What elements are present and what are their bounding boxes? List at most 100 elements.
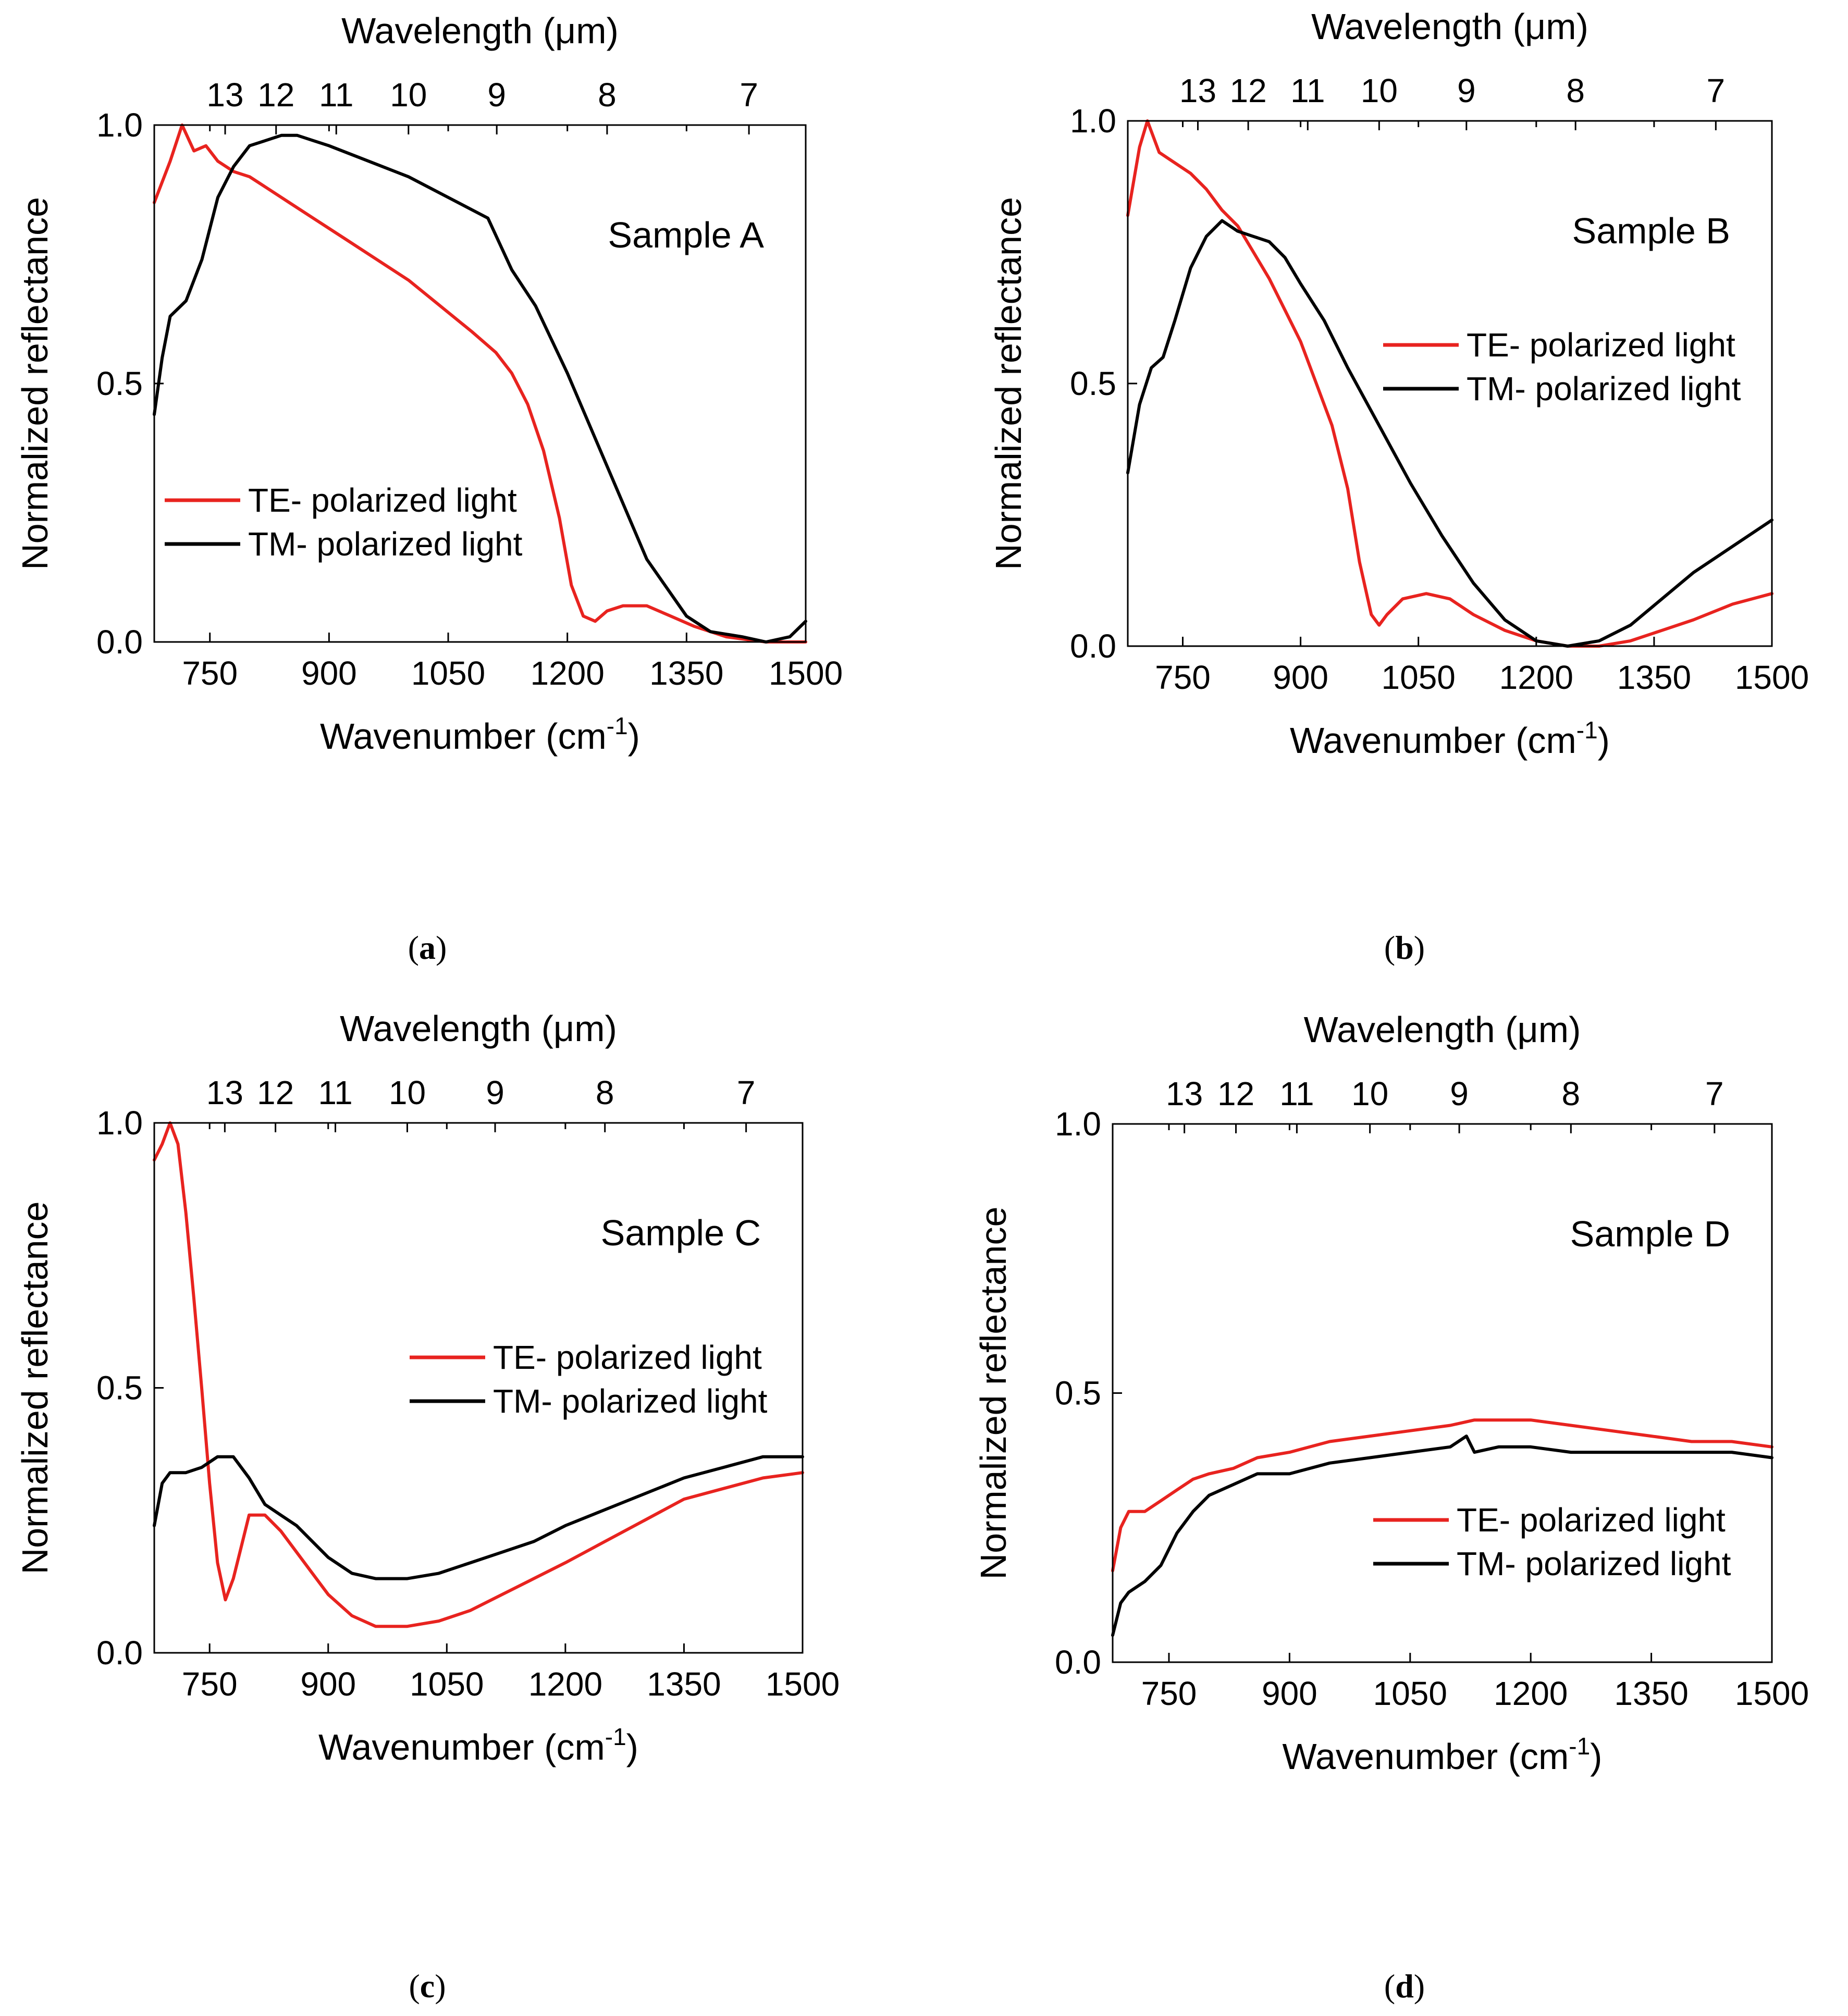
legend-label-te: TE- polarized light (1467, 326, 1735, 364)
top-tick-label: 7 (740, 76, 758, 114)
legend-label-tm: TM- polarized light (493, 1382, 768, 1420)
panel-d: 750 900 1050 1200 1350 1500 0.0 0.5 1.0 13 12 11 10 9… (973, 1009, 1809, 1777)
y-axis-title: Normalized reflectance (988, 197, 1029, 570)
top-tick-label: 8 (596, 1074, 614, 1111)
y-tick-label: 0.0 (96, 623, 143, 661)
top-tick-label: 8 (598, 76, 617, 114)
x-tick-label: 1050 (411, 654, 485, 692)
x-tick-label: 1200 (1494, 1675, 1568, 1712)
top-tick-label: 9 (1450, 1075, 1469, 1112)
x-tick-label: 1050 (410, 1665, 484, 1703)
x-axis-title: Wavenumber (cm-1) (1283, 1733, 1603, 1777)
caption-c: (c) (409, 1968, 446, 2005)
top-axis-title: Wavelength (μm) (1311, 6, 1588, 47)
legend-label-tm: TM- polarized light (1467, 370, 1741, 407)
x-tick-label: 1200 (1499, 659, 1573, 696)
x-axis-title: Wavenumber (cm-1) (318, 1723, 638, 1767)
top-tick-label: 11 (319, 76, 353, 114)
top-tick-label: 12 (257, 1074, 294, 1111)
top-tick-label: 13 (1166, 1075, 1203, 1112)
y-tick-label: 0.5 (1070, 365, 1116, 402)
top-tick-label: 13 (1179, 72, 1216, 109)
top-tick-label: 12 (1217, 1075, 1254, 1112)
panel-b: 750 900 1050 1200 1350 1500 0.0 0.5 1.0 13 12 11 10 9… (988, 6, 1809, 761)
top-tick-label: 12 (1230, 72, 1267, 109)
series-line-tm (1111, 1434, 1773, 1637)
series-line-te (153, 1121, 804, 1628)
y-tick-label: 0.5 (96, 365, 143, 402)
y-tick-label: 1.0 (1070, 102, 1116, 140)
legend-label-te: TE- polarized light (1457, 1501, 1726, 1539)
x-tick-label: 1350 (1617, 659, 1691, 696)
y-tick-label: 0.0 (1070, 627, 1116, 665)
series-line-tm (153, 133, 807, 644)
x-axis-title-main: Wavenumber (cm (1290, 720, 1576, 761)
top-tick-label: 7 (1707, 72, 1726, 109)
x-axis-title-main: Wavenumber (cm (1283, 1736, 1569, 1777)
x-axis-title-close: ) (628, 716, 640, 757)
top-tick-label: 9 (1457, 72, 1476, 109)
caption-a: (a) (408, 929, 447, 966)
top-tick-label: 7 (1705, 1075, 1724, 1112)
x-tick-label: 1350 (647, 1665, 721, 1703)
top-tick-label: 10 (390, 76, 427, 114)
top-tick-label: 13 (206, 76, 243, 114)
top-tick-label: 10 (389, 1074, 426, 1111)
sample-label: Sample D (1570, 1214, 1730, 1254)
x-axis-title-close: ) (1598, 720, 1610, 761)
x-tick-label: 750 (182, 654, 238, 692)
x-tick-label: 1050 (1373, 1675, 1447, 1712)
x-axis-title-sup: -1 (607, 712, 628, 739)
top-axis-title: Wavelength (μm) (341, 10, 619, 51)
y-tick-label: 1.0 (96, 106, 143, 144)
x-tick-label: 1500 (1735, 1675, 1809, 1712)
x-tick-label: 1050 (1382, 659, 1456, 696)
legend: TE- polarized light TM- polarized light (410, 1339, 768, 1420)
panel-a: 750 900 1050 1200 1350 1500 0.0 0.5 1.0 13 12 11 10 9… (15, 10, 843, 757)
x-axis-title-close: ) (626, 1727, 638, 1767)
top-tick-label: 9 (487, 76, 506, 114)
top-tick-label: 13 (206, 1074, 243, 1111)
caption-d: (d) (1384, 1968, 1425, 2005)
series-line-te (1111, 1418, 1773, 1573)
x-tick-label: 750 (1141, 1675, 1197, 1712)
x-tick-label: 900 (1273, 659, 1328, 696)
y-tick-label: 0.0 (96, 1634, 143, 1672)
series-line-te (153, 123, 807, 644)
panel-c: 750 900 1050 1200 1350 1500 0.0 0.5 1.0 13 12 11 10 9… (15, 1008, 840, 1767)
x-axis-title-sup: -1 (1569, 1733, 1590, 1760)
y-axis-title: Normalized reflectance (973, 1207, 1014, 1580)
x-tick-label: 750 (182, 1665, 238, 1703)
x-tick-label: 1500 (769, 654, 843, 692)
x-tick-label: 900 (1262, 1675, 1317, 1712)
x-tick-label: 1350 (649, 654, 723, 692)
top-tick-label: 9 (486, 1074, 504, 1111)
legend: TE- polarized light TM- polarized light (165, 481, 523, 563)
y-axis-title: Normalized reflectance (15, 1202, 55, 1575)
top-tick-label: 11 (1279, 1075, 1314, 1112)
x-axis-title-sup: -1 (1576, 716, 1598, 744)
x-tick-label: 1500 (1735, 659, 1809, 696)
sample-label: Sample C (601, 1213, 761, 1253)
caption-b: (b) (1384, 929, 1425, 966)
x-axis-title-close: ) (1590, 1736, 1602, 1777)
top-tick-label: 10 (1351, 1075, 1388, 1112)
series-line-tm (153, 1455, 804, 1580)
y-tick-label: 0.0 (1055, 1643, 1101, 1681)
x-axis-title: Wavenumber (cm-1) (1290, 716, 1610, 761)
y-tick-label: 1.0 (96, 1104, 143, 1142)
legend: TE- polarized light TM- polarized light (1373, 1501, 1731, 1582)
x-tick-label: 1500 (766, 1665, 840, 1703)
top-axis-title: Wavelength (μm) (1304, 1009, 1581, 1050)
top-axis-title: Wavelength (μm) (340, 1008, 617, 1049)
legend-label-tm: TM- polarized light (1457, 1545, 1731, 1582)
plot-frame (153, 124, 807, 643)
top-tick-label: 7 (737, 1074, 756, 1111)
x-axis-title: Wavenumber (cm-1) (320, 712, 640, 757)
x-axis-title-sup: -1 (605, 1723, 626, 1750)
x-tick-label: 900 (301, 654, 357, 692)
legend-label-te: TE- polarized light (248, 481, 517, 519)
legend: TE- polarized light TM- polarized light (1383, 326, 1741, 407)
series-line-tm (1126, 219, 1773, 648)
sample-label: Sample A (608, 215, 764, 255)
